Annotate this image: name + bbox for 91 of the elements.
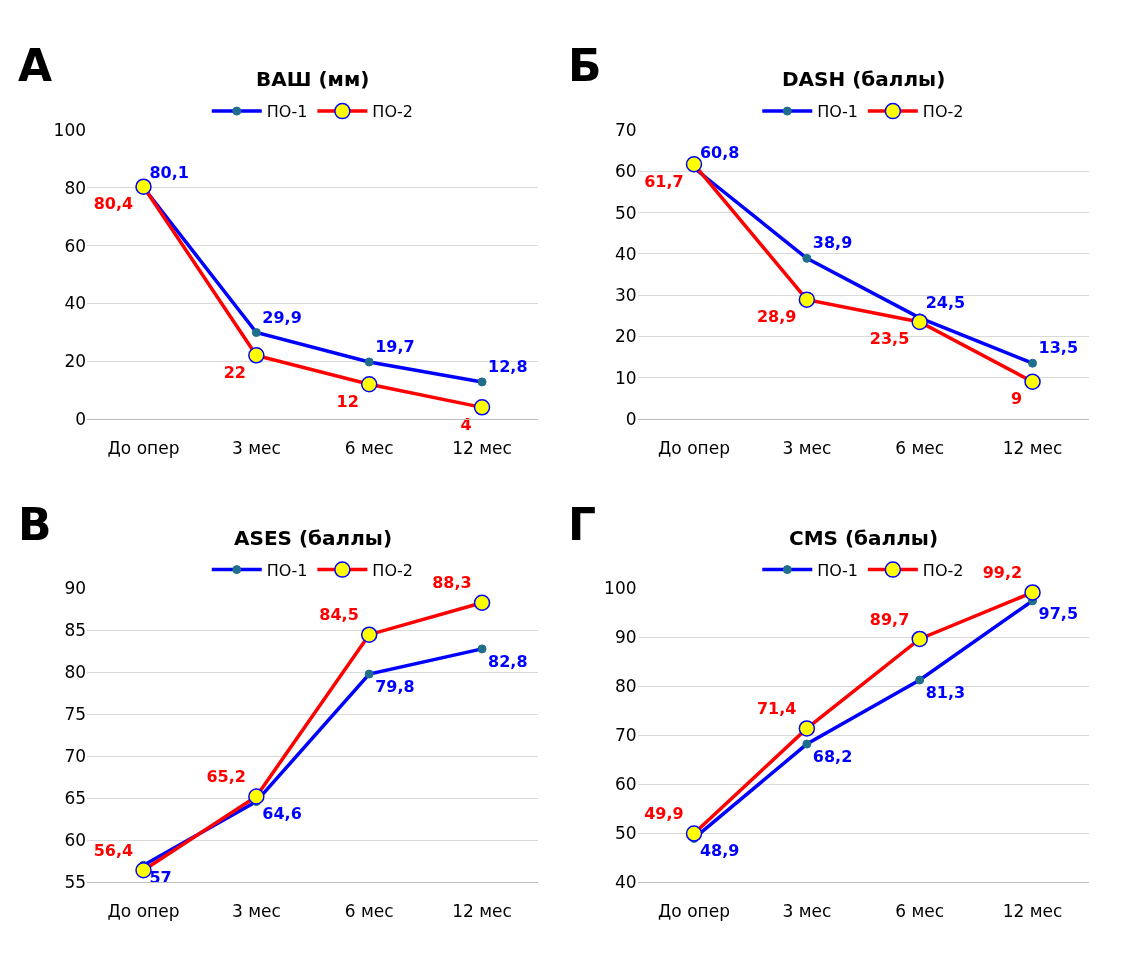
data-label: 13,5 — [1038, 338, 1079, 358]
y-tick-label: 80 — [614, 676, 637, 697]
y-tick-label: 10 — [614, 367, 637, 388]
data-label: 64,6 — [262, 804, 302, 824]
legend-label: ПО-2 — [372, 560, 413, 580]
data-label: 22 — [223, 362, 246, 382]
chart-title: DASH (баллы) — [782, 67, 946, 91]
data-label: 56,4 — [93, 840, 134, 860]
y-tick-label: 40 — [614, 243, 637, 264]
y-tick-label: 60 — [614, 161, 637, 182]
data-label: 38,9 — [812, 233, 853, 253]
data-label: 80,4 — [93, 194, 134, 214]
x-tick-label: 6 мес — [895, 438, 945, 459]
legend-label: ПО-2 — [922, 560, 964, 580]
data-label: 12,8 — [488, 356, 528, 376]
data-label: 99,2 — [982, 563, 1023, 583]
data-label: 19,7 — [375, 336, 415, 356]
data-label: 60,8 — [700, 143, 740, 162]
x-tick-label: 12 мес — [452, 438, 512, 459]
legend-label: ПО-1 — [266, 102, 308, 122]
y-tick-label: 20 — [64, 351, 87, 372]
y-tick-label: 60 — [64, 830, 87, 851]
y-tick-label: 100 — [53, 119, 87, 140]
text: Г — [568, 499, 597, 550]
x-tick-label: До опер — [107, 901, 180, 922]
data-label: 71,4 — [756, 699, 797, 719]
y-tick-label: 55 — [64, 871, 87, 892]
x-tick-label: 12 мес — [452, 901, 512, 922]
legend-label: ПО-2 — [922, 102, 964, 122]
data-label: 29,9 — [262, 307, 302, 327]
y-tick-label: 0 — [625, 408, 637, 429]
x-tick-label: 3 мес — [782, 901, 832, 922]
y-tick-label: 70 — [614, 119, 637, 140]
data-label: 9 — [1011, 389, 1023, 409]
x-tick-label: До опер — [107, 438, 180, 459]
legend-label: ПО-1 — [817, 560, 858, 580]
data-label: 23,5 — [869, 329, 910, 349]
chart-title: CMS (баллы) — [789, 526, 939, 550]
legend-label: ПО-2 — [372, 102, 413, 122]
data-label: 68,2 — [812, 747, 853, 767]
y-tick-label: 30 — [614, 285, 637, 306]
y-tick-label: 40 — [614, 871, 637, 892]
y-tick-label: 20 — [614, 326, 637, 347]
data-label: 81,3 — [925, 683, 966, 702]
data-label: 49,9 — [644, 804, 684, 824]
y-tick-label: 85 — [64, 620, 87, 641]
data-label: 28,9 — [756, 307, 797, 327]
y-tick-label: 50 — [614, 823, 637, 844]
y-tick-label: 90 — [64, 578, 87, 599]
x-tick-label: 3 мес — [231, 901, 281, 922]
x-tick-label: 12 мес — [1002, 901, 1063, 922]
y-tick-label: 90 — [614, 627, 637, 648]
y-tick-label: 80 — [64, 662, 87, 683]
x-tick-label: 6 мес — [895, 901, 945, 922]
x-tick-label: До опер — [658, 438, 730, 459]
data-label: 12 — [336, 391, 359, 411]
chart-title: ASES (баллы) — [234, 526, 393, 550]
y-tick-label: 70 — [614, 725, 637, 746]
data-label: 97,5 — [1038, 603, 1079, 623]
legend-label: ПО-1 — [266, 560, 308, 580]
data-label: 61,7 — [644, 171, 684, 191]
x-tick-label: 6 мес — [344, 901, 394, 922]
text: А — [18, 40, 53, 91]
y-tick-label: 60 — [64, 235, 87, 256]
data-label: 80,1 — [149, 162, 189, 182]
y-tick-label: 75 — [64, 704, 87, 725]
data-label: 79,8 — [375, 677, 415, 697]
y-tick-label: 65 — [64, 788, 87, 809]
y-tick-label: 40 — [64, 293, 87, 314]
x-tick-label: 3 мес — [782, 438, 832, 459]
y-tick-label: 70 — [64, 746, 87, 767]
data-label: 89,7 — [869, 609, 910, 629]
data-label: 88,3 — [432, 573, 472, 593]
data-label: 48,9 — [700, 841, 740, 861]
text: В — [18, 499, 52, 550]
x-tick-label: До опер — [658, 901, 730, 922]
x-tick-label: 3 мес — [231, 438, 281, 459]
legend-label: ПО-1 — [817, 102, 858, 122]
data-label: 24,5 — [925, 292, 966, 312]
chart-title: ВАШ (мм) — [256, 67, 370, 91]
x-tick-label: 6 мес — [344, 438, 394, 459]
x-tick-label: 12 мес — [1002, 438, 1063, 459]
y-tick-label: 50 — [614, 202, 637, 223]
data-label: 65,2 — [206, 767, 246, 787]
text: Б — [568, 40, 602, 91]
data-label: 84,5 — [319, 605, 359, 625]
y-tick-label: 0 — [75, 408, 87, 429]
y-tick-label: 80 — [64, 177, 87, 198]
data-label: 82,8 — [488, 651, 528, 671]
y-tick-label: 100 — [604, 578, 637, 599]
y-tick-label: 60 — [614, 774, 637, 795]
